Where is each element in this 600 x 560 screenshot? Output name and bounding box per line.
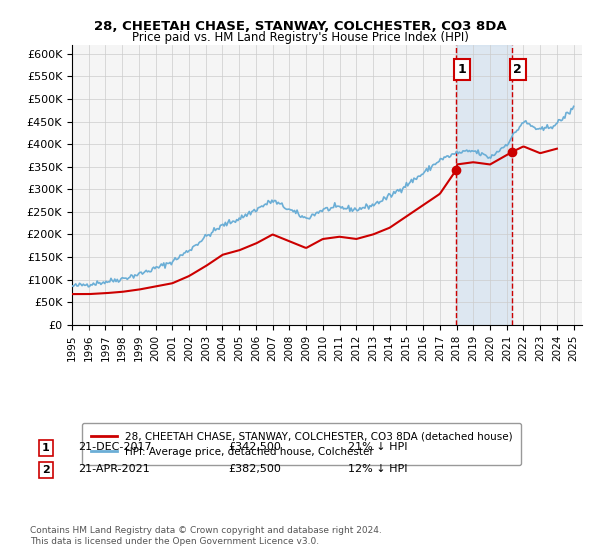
Text: £342,500: £342,500 — [228, 442, 281, 452]
Text: 21-APR-2021: 21-APR-2021 — [78, 464, 150, 474]
Text: 12% ↓ HPI: 12% ↓ HPI — [348, 464, 407, 474]
Legend: 28, CHEETAH CHASE, STANWAY, COLCHESTER, CO3 8DA (detached house), HPI: Average p: 28, CHEETAH CHASE, STANWAY, COLCHESTER, … — [82, 423, 521, 465]
Text: 21-DEC-2017: 21-DEC-2017 — [78, 442, 152, 452]
Text: 28, CHEETAH CHASE, STANWAY, COLCHESTER, CO3 8DA: 28, CHEETAH CHASE, STANWAY, COLCHESTER, … — [94, 20, 506, 32]
Text: 21% ↓ HPI: 21% ↓ HPI — [348, 442, 407, 452]
Bar — [456, 45, 512, 325]
Text: £382,500: £382,500 — [228, 464, 281, 474]
Text: 2: 2 — [42, 465, 50, 475]
Text: Contains HM Land Registry data © Crown copyright and database right 2024.
This d: Contains HM Land Registry data © Crown c… — [30, 526, 382, 546]
Text: 1: 1 — [42, 443, 50, 453]
Text: 1: 1 — [458, 63, 467, 76]
Text: 2: 2 — [514, 63, 522, 76]
Text: Price paid vs. HM Land Registry's House Price Index (HPI): Price paid vs. HM Land Registry's House … — [131, 31, 469, 44]
